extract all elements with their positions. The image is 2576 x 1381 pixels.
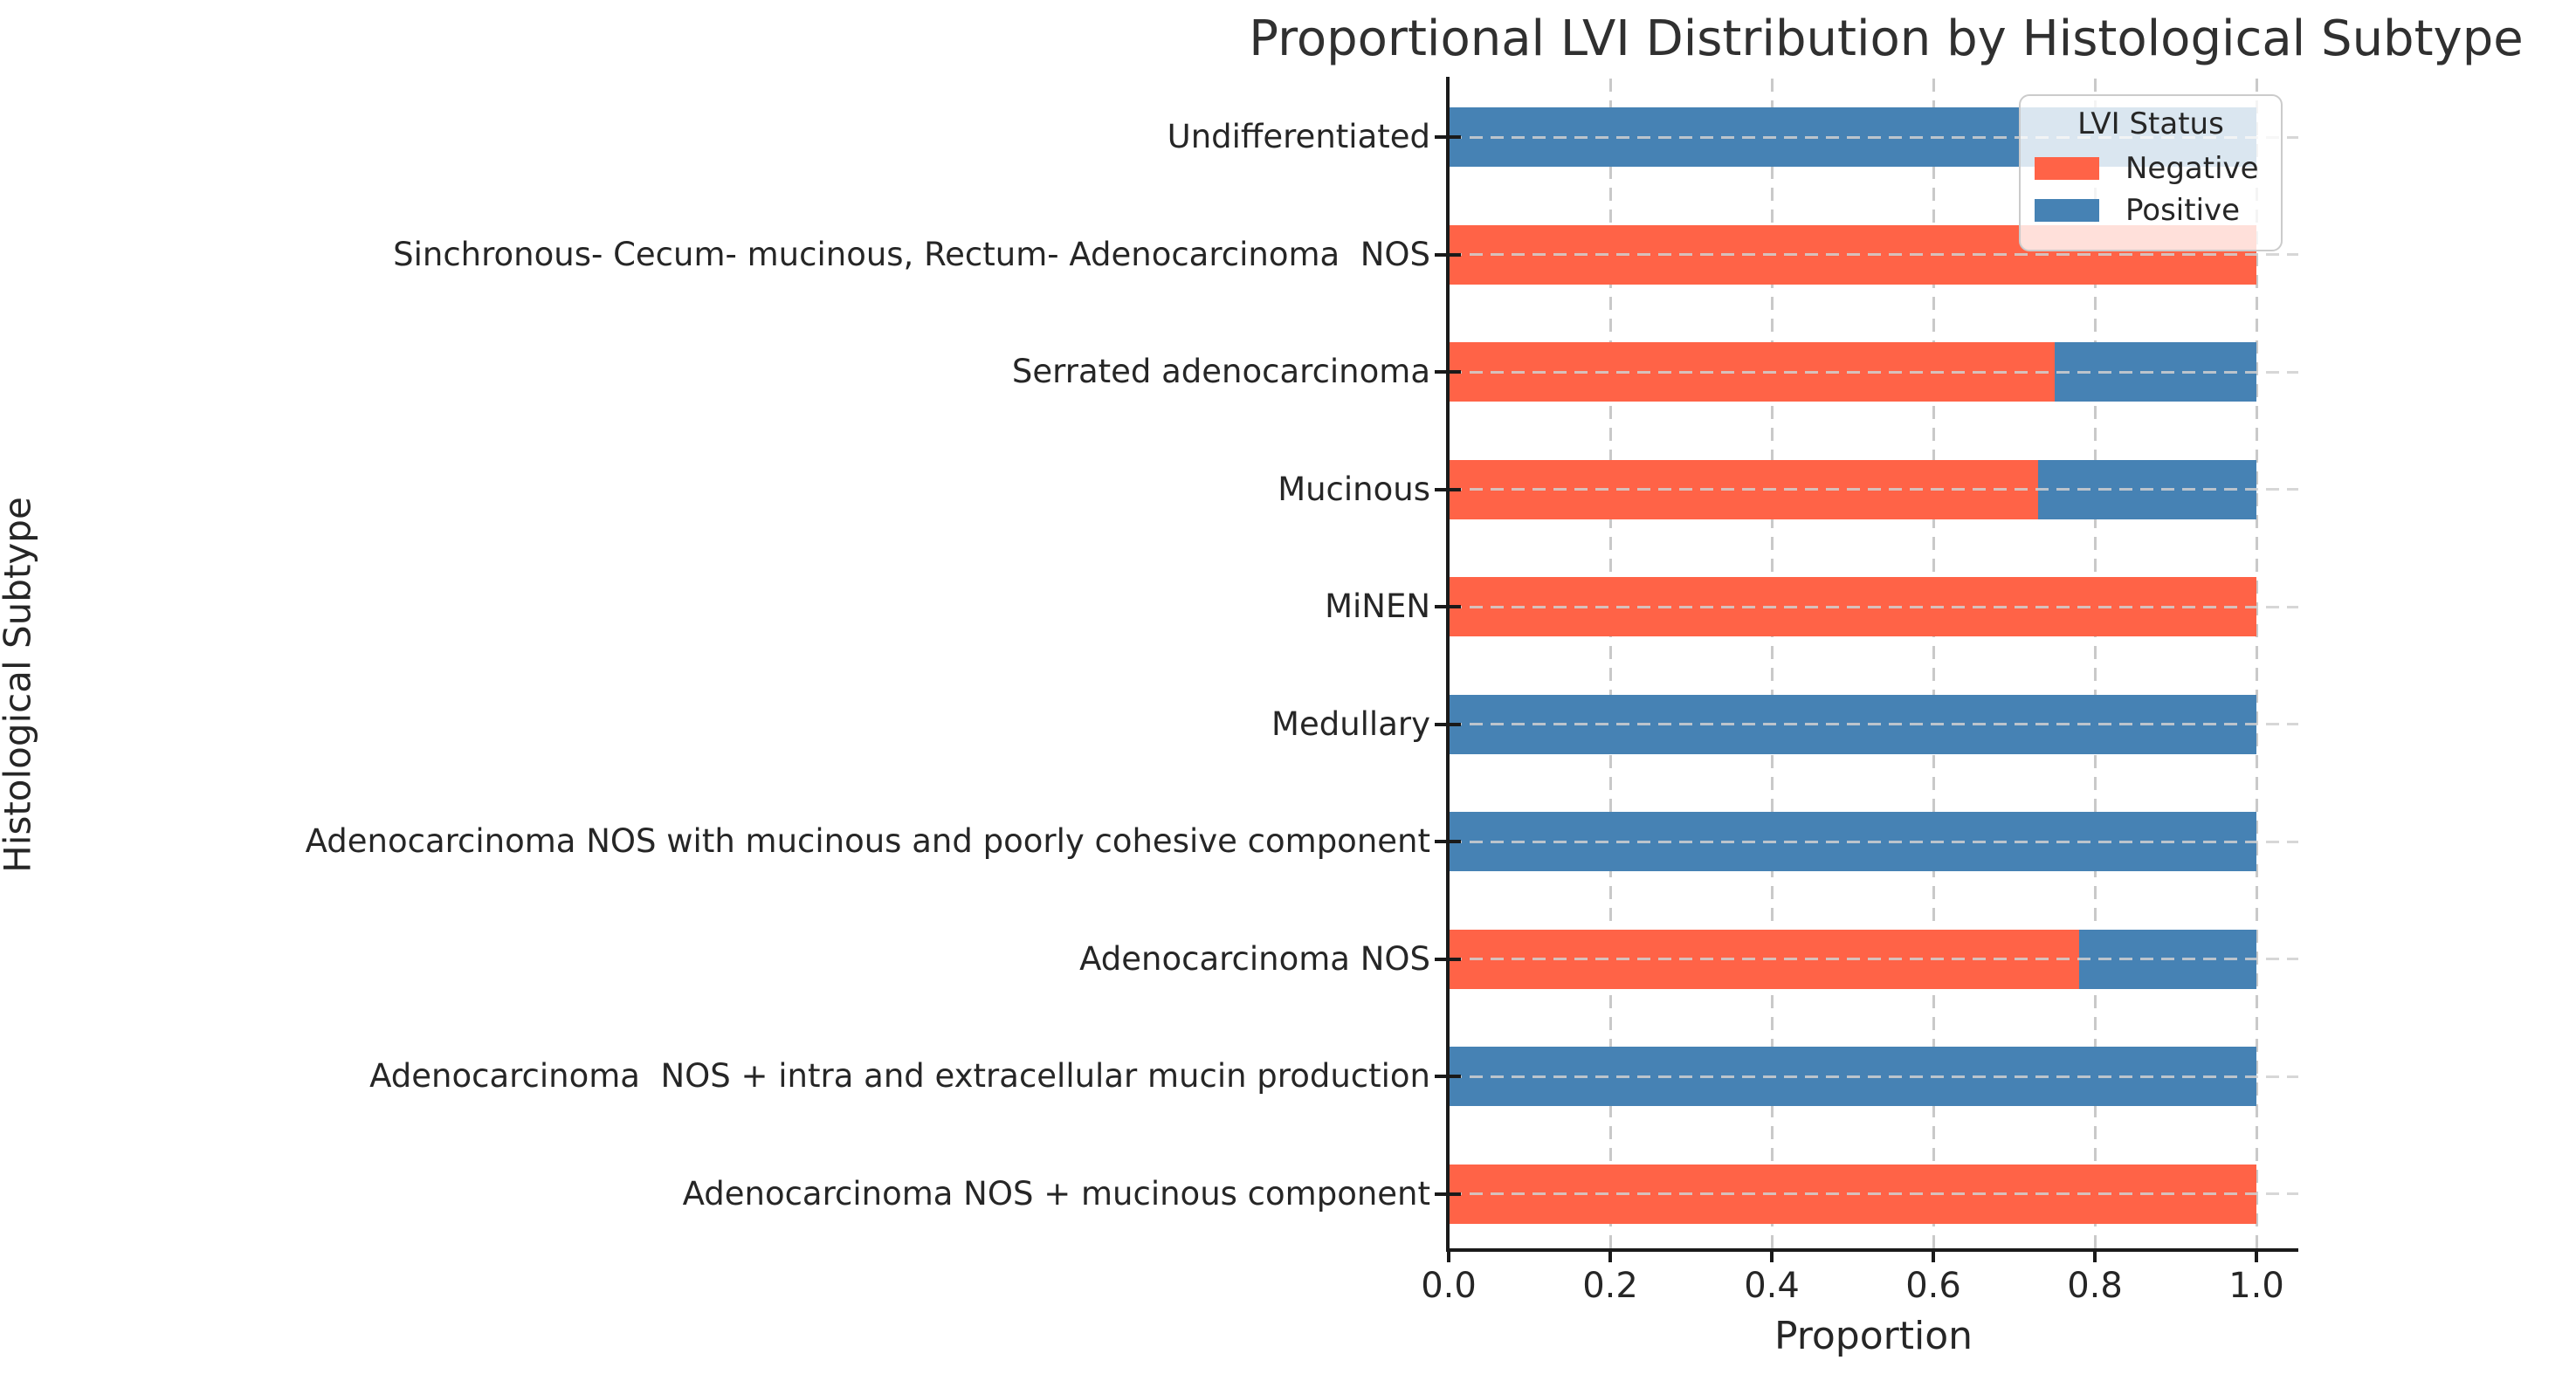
x-tick-mark <box>2093 1248 2097 1262</box>
x-gridline <box>2255 79 2258 1248</box>
x-gridline <box>1932 79 1935 1248</box>
legend: LVI Status Negative Positive <box>2019 94 2283 251</box>
y-tick-label: Adenocarcinoma NOS with mucinous and poo… <box>305 822 1430 860</box>
legend-items: Negative Positive <box>2021 151 2281 228</box>
y-gridline <box>1449 840 2298 843</box>
y-tick-label: Adenocarcinoma NOS + mucinous component <box>682 1174 1430 1213</box>
x-axis-label: Proportion <box>1774 1314 1973 1358</box>
y-gridline <box>1449 1075 2298 1078</box>
y-gridline <box>1449 370 2298 374</box>
legend-entry-label: Positive <box>2125 193 2241 228</box>
x-tick-label: 0.4 <box>1744 1266 1800 1306</box>
y-tick-label: MiNEN <box>1325 587 1430 625</box>
y-tick-label: Mucinous <box>1278 470 1430 508</box>
x-tick-mark <box>1608 1248 1612 1262</box>
legend-entry-positive: Positive <box>2035 193 2281 228</box>
x-tick-label: 0.0 <box>1421 1266 1477 1306</box>
x-tick-mark <box>1932 1248 1935 1262</box>
x-gridline <box>1770 79 1774 1248</box>
y-tick-label: Medullary <box>1271 704 1430 743</box>
y-tick-label: Sinchronous- Cecum- mucinous, Rectum- Ad… <box>393 235 1430 273</box>
y-tick-label: Serrated adenocarcinoma <box>1011 353 1430 390</box>
legend-entry-negative: Negative <box>2035 151 2281 186</box>
y-gridline <box>1449 1192 2298 1195</box>
x-gridline <box>2093 79 2097 1248</box>
x-tick-label: 0.2 <box>1582 1266 1638 1306</box>
legend-swatch-positive <box>2035 199 2099 222</box>
x-tick-mark <box>1447 1248 1450 1262</box>
x-tick-mark <box>1770 1248 1774 1262</box>
y-gridline <box>1449 605 2298 608</box>
y-tick-label: Undifferentiated <box>1167 118 1430 155</box>
x-tick-label: 0.6 <box>1905 1266 1961 1306</box>
legend-title: LVI Status <box>2077 106 2224 141</box>
legend-swatch-negative <box>2035 157 2099 180</box>
y-gridline <box>1449 135 2298 139</box>
legend-entry-label: Negative <box>2125 151 2259 186</box>
x-axis-spine <box>1446 1248 2298 1252</box>
x-tick-label: 1.0 <box>2228 1266 2284 1306</box>
chart-title: Proportional LVI Distribution by Histolo… <box>1249 10 2524 67</box>
y-axis-spine <box>1446 77 1450 1252</box>
y-gridline <box>1449 488 2298 491</box>
x-gridline <box>1608 79 1612 1248</box>
y-gridline <box>1449 723 2298 725</box>
x-tick-mark <box>2255 1248 2258 1262</box>
x-tick-label: 0.8 <box>2067 1266 2123 1306</box>
y-tick-label: Adenocarcinoma NOS <box>1079 939 1430 978</box>
y-gridline <box>1449 253 2298 256</box>
y-tick-label: Adenocarcinoma NOS + intra and extracell… <box>369 1057 1430 1095</box>
y-gridline <box>1449 958 2298 960</box>
